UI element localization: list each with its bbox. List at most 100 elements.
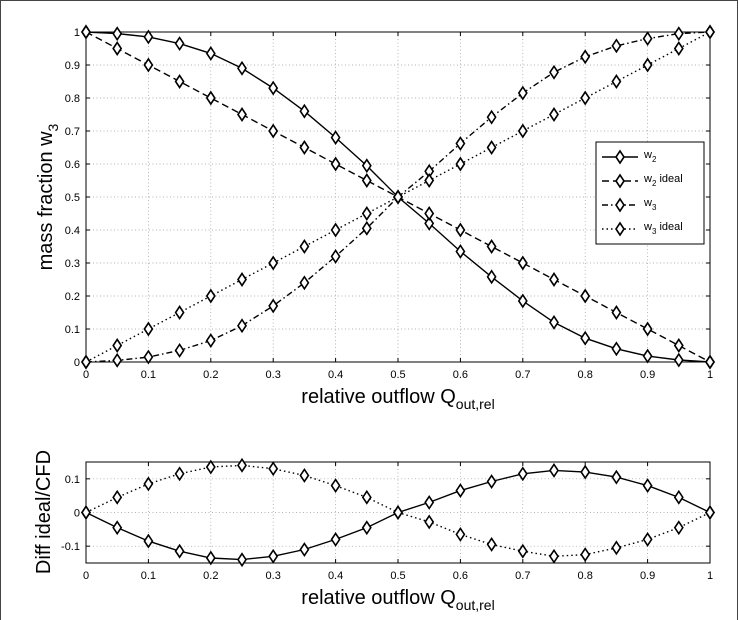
legend-marker xyxy=(615,149,625,165)
data-point-marker xyxy=(642,321,653,337)
data-point-marker xyxy=(237,457,247,473)
data-point-marker xyxy=(611,540,622,556)
data-point-marker xyxy=(517,255,528,271)
data-point-marker xyxy=(174,305,185,320)
data-point-marker xyxy=(299,103,310,119)
x-tick-label: 0.6 xyxy=(453,570,468,582)
x-tick-label: 0.8 xyxy=(578,369,593,381)
y-tick-label: 0.1 xyxy=(65,474,80,486)
x-tick-label: 0.4 xyxy=(328,570,343,582)
data-point-marker xyxy=(330,222,341,238)
data-point-marker xyxy=(455,526,466,542)
data-point-marker xyxy=(81,354,91,370)
data-point-marker xyxy=(580,547,591,563)
y-tick-label: 0 xyxy=(74,508,80,520)
data-point-marker xyxy=(486,537,497,552)
data-point-marker xyxy=(112,41,123,56)
y-tick-label: 0.7 xyxy=(65,126,80,138)
data-point-marker xyxy=(517,466,528,482)
data-point-marker xyxy=(486,140,497,155)
data-point-marker xyxy=(112,352,123,368)
x-tick-label: 0.3 xyxy=(266,570,281,582)
y-tick-label: 0.8 xyxy=(65,93,80,105)
data-point-marker xyxy=(705,354,715,370)
y-tick-label: 0.2 xyxy=(65,291,80,303)
data-point-marker xyxy=(424,514,435,530)
x-axis-label: relative outflow Qout,rel xyxy=(301,587,494,613)
data-point-marker xyxy=(143,29,154,45)
data-point-marker xyxy=(143,476,154,492)
data-point-marker xyxy=(361,489,372,505)
data-point-marker xyxy=(237,318,247,334)
data-point-marker xyxy=(112,26,123,42)
data-point-marker xyxy=(705,505,715,520)
data-point-marker xyxy=(393,505,403,520)
data-point-marker xyxy=(580,464,591,480)
data-point-marker xyxy=(455,483,466,499)
data-point-marker xyxy=(174,543,185,559)
data-point-marker xyxy=(112,520,123,536)
data-point-marker xyxy=(330,248,341,264)
data-point-marker xyxy=(237,107,247,122)
x-tick-label: 0.8 xyxy=(578,570,593,582)
data-point-marker xyxy=(642,531,653,547)
legend-marker xyxy=(615,173,625,189)
legend-box xyxy=(595,141,705,245)
data-point-marker xyxy=(611,38,622,54)
data-point-marker xyxy=(205,90,216,106)
data-point-marker xyxy=(268,548,279,564)
data-point-marker xyxy=(611,469,622,485)
data-point-marker xyxy=(611,305,622,320)
x-tick-label: 1 xyxy=(707,369,713,381)
plot-2: 0 0.1 0.2 0.3 0.4 0.5 0.6 0.7 0.8 0.9 1 -0.1 0 0.1 rel… xyxy=(33,450,715,613)
x-tick-label: 0.5 xyxy=(390,369,405,381)
data-point-marker xyxy=(143,349,154,365)
x-tick-label: 0.3 xyxy=(266,369,281,381)
x-tick-label: 0.9 xyxy=(640,570,655,582)
data-point-marker xyxy=(268,123,279,139)
data-point-marker xyxy=(580,330,591,346)
x-tick-label: 0.7 xyxy=(515,369,530,381)
series-2 xyxy=(81,457,715,564)
x-axis-label-sub: out,rel xyxy=(456,396,495,412)
data-point-marker xyxy=(330,130,341,146)
x-tick-label: 0.2 xyxy=(203,369,218,381)
data-point-marker xyxy=(299,542,310,557)
data-point-marker xyxy=(673,41,684,56)
data-point-marker xyxy=(486,239,497,254)
data-point-marker xyxy=(642,478,653,494)
data-point-marker xyxy=(549,64,559,80)
data-point-marker xyxy=(486,269,497,285)
series-2 xyxy=(81,24,715,370)
data-point-marker xyxy=(361,206,372,221)
data-point-marker xyxy=(205,459,216,475)
data-point-marker xyxy=(330,478,341,494)
data-point-marker xyxy=(299,468,310,483)
legend-marker xyxy=(615,197,625,213)
data-point-marker xyxy=(642,31,653,47)
x-tick-label: 0.1 xyxy=(141,570,156,582)
data-point-marker xyxy=(424,206,435,221)
data-point-marker xyxy=(237,552,247,568)
y-tick-label: 0.9 xyxy=(65,60,80,72)
data-point-marker xyxy=(205,46,216,61)
data-point-marker xyxy=(642,57,653,73)
data-point-marker xyxy=(81,505,91,520)
data-point-marker xyxy=(174,343,185,358)
x-axis-label-sub: out,rel xyxy=(456,597,495,613)
data-point-marker xyxy=(299,140,310,155)
data-point-marker xyxy=(517,123,528,139)
x-tick-label: 0.2 xyxy=(203,570,218,582)
data-point-marker xyxy=(673,520,684,536)
x-tick-label: 1 xyxy=(707,570,713,582)
data-point-marker xyxy=(205,333,216,348)
y-tick-label: 0.6 xyxy=(65,159,80,171)
x-tick-label: 0.5 xyxy=(390,570,405,582)
y-axis-label-sub: 3 xyxy=(45,123,61,131)
data-point-marker xyxy=(205,550,216,566)
y-axis-label: mass fraction w3 xyxy=(35,123,61,270)
data-point-marker xyxy=(549,462,559,478)
x-tick-label: 0.9 xyxy=(640,369,655,381)
